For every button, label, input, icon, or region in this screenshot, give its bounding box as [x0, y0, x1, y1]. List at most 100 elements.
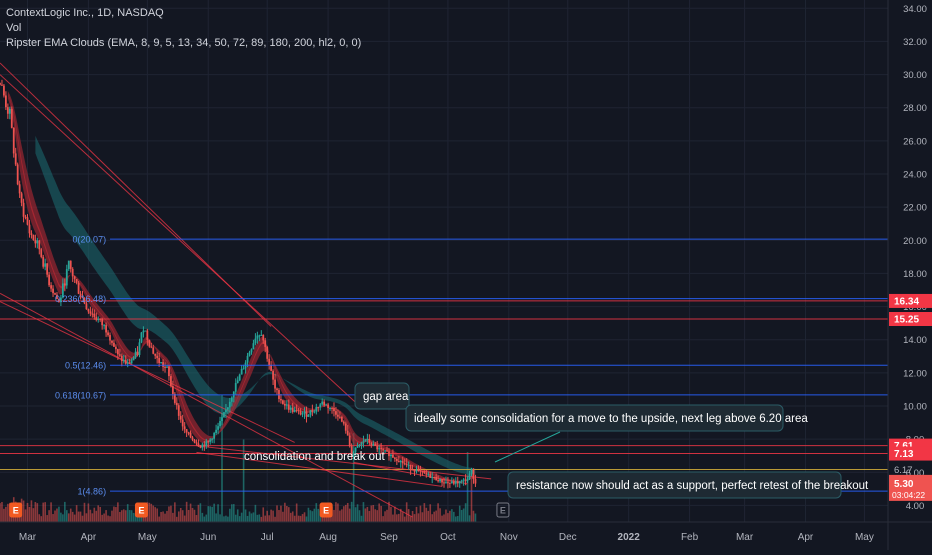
candle-body: [297, 410, 300, 412]
volume-bar: [449, 510, 451, 522]
volume-bar: [185, 501, 188, 522]
volume-bar: [435, 510, 437, 522]
volume-bar: [248, 511, 251, 522]
volume-bar: [193, 509, 196, 522]
candle-body: [421, 471, 424, 473]
candle-body: [454, 481, 457, 484]
volume-bar: [38, 514, 41, 522]
volume-bar: [456, 515, 459, 522]
time-tick-label: Nov: [500, 532, 518, 543]
candle-body: [447, 482, 449, 484]
candle-body: [75, 279, 78, 283]
trend-line[interactable]: [0, 292, 413, 518]
candle-body: [456, 481, 459, 484]
candle-body: [423, 471, 426, 474]
earnings-marker[interactable]: [9, 502, 23, 518]
ema-cloud-indicator-label[interactable]: Ripster EMA Clouds (EMA, 8, 9, 5, 13, 34…: [6, 37, 362, 49]
volume-indicator-label[interactable]: Vol: [6, 22, 22, 34]
candle-body: [6, 107, 9, 114]
consolidation-upside-note[interactable]: ideally some consolidation for a move to…: [414, 413, 808, 425]
support-retest-note[interactable]: resistance now should act as a support, …: [516, 480, 869, 492]
gap-area-note[interactable]: gap area: [363, 391, 409, 403]
consolidation-upside-note-box[interactable]: [405, 404, 784, 432]
volume-bar: [32, 508, 35, 522]
candle-body: [138, 342, 141, 355]
support-retest-note-box[interactable]: [507, 471, 842, 499]
consolidation-breakout-note[interactable]: consolidation and break out: [244, 451, 385, 463]
volume-bar: [111, 510, 113, 522]
candle-body: [395, 458, 398, 461]
volume-bar: [474, 513, 477, 522]
candle-body: [177, 405, 180, 416]
volume-bar: [56, 508, 58, 522]
volume-bar: [460, 509, 463, 522]
volume-bar: [362, 502, 365, 522]
gap-area-note-box[interactable]: [354, 382, 410, 410]
candle-body: [46, 263, 49, 275]
candle-body: [386, 450, 388, 452]
candle-body: [12, 127, 15, 154]
volume-bar: [398, 513, 400, 522]
volume-bar: [121, 510, 123, 522]
candle-body: [274, 379, 276, 389]
candle-body: [346, 430, 349, 436]
symbol-title[interactable]: ContextLogic Inc., 1D, NASDAQ: [6, 7, 164, 19]
candle-body: [48, 274, 51, 286]
candle-body: [195, 442, 198, 444]
candle-body: [18, 184, 21, 194]
candle-body: [289, 407, 292, 410]
volume-bar: [311, 511, 314, 522]
volume-bar: [189, 503, 192, 522]
candle-body: [415, 469, 418, 472]
price-tick-label: 14.00: [903, 335, 927, 346]
candle-body: [258, 335, 261, 337]
candle-body: [101, 318, 104, 326]
candle-body: [317, 406, 320, 408]
volume-bar: [81, 515, 84, 522]
volume-bar: [358, 510, 361, 522]
candle-body: [42, 256, 45, 267]
volume-bar: [113, 506, 115, 522]
earnings-marker-label: E: [323, 506, 329, 516]
candle-body: [185, 429, 188, 433]
volume-bar: [50, 502, 52, 522]
volume-bar: [341, 509, 343, 522]
volume-bar: [313, 508, 316, 522]
volume-bar: [413, 514, 416, 522]
volume-bar: [417, 513, 420, 522]
earnings-marker[interactable]: [134, 502, 148, 518]
candle-body: [132, 357, 135, 361]
trend-line[interactable]: [0, 74, 360, 407]
volume-bar: [360, 515, 363, 522]
candle-body: [8, 108, 11, 114]
price-level-tag: 6.17: [894, 465, 913, 476]
earnings-marker[interactable]: [319, 502, 333, 518]
volume-bar: [346, 502, 349, 522]
price-tick-label: 26.00: [903, 136, 927, 147]
volume-bar: [409, 516, 412, 522]
candle-body: [107, 332, 109, 336]
earnings-marker[interactable]: [496, 502, 510, 518]
candle-body: [382, 449, 384, 451]
candle-body: [285, 404, 288, 406]
fib-level-label: 0(20.07): [73, 235, 107, 245]
trend-line[interactable]: [0, 301, 295, 443]
volume-bar: [356, 504, 359, 522]
candle-body: [126, 362, 129, 364]
candle-body: [287, 404, 290, 410]
trend-line[interactable]: [196, 445, 492, 480]
volume-bar: [299, 515, 302, 522]
candle-body: [319, 404, 322, 408]
candle-body: [450, 481, 453, 483]
time-axis[interactable]: [0, 522, 888, 550]
price-tick-label: 18.00: [903, 269, 927, 280]
candle-body: [262, 334, 265, 341]
candle-body: [248, 352, 251, 356]
candle-body: [254, 338, 257, 344]
trend-line[interactable]: [196, 451, 443, 487]
volume-bar: [42, 502, 45, 522]
volume-bar: [366, 506, 369, 522]
volume-bar: [101, 514, 103, 522]
